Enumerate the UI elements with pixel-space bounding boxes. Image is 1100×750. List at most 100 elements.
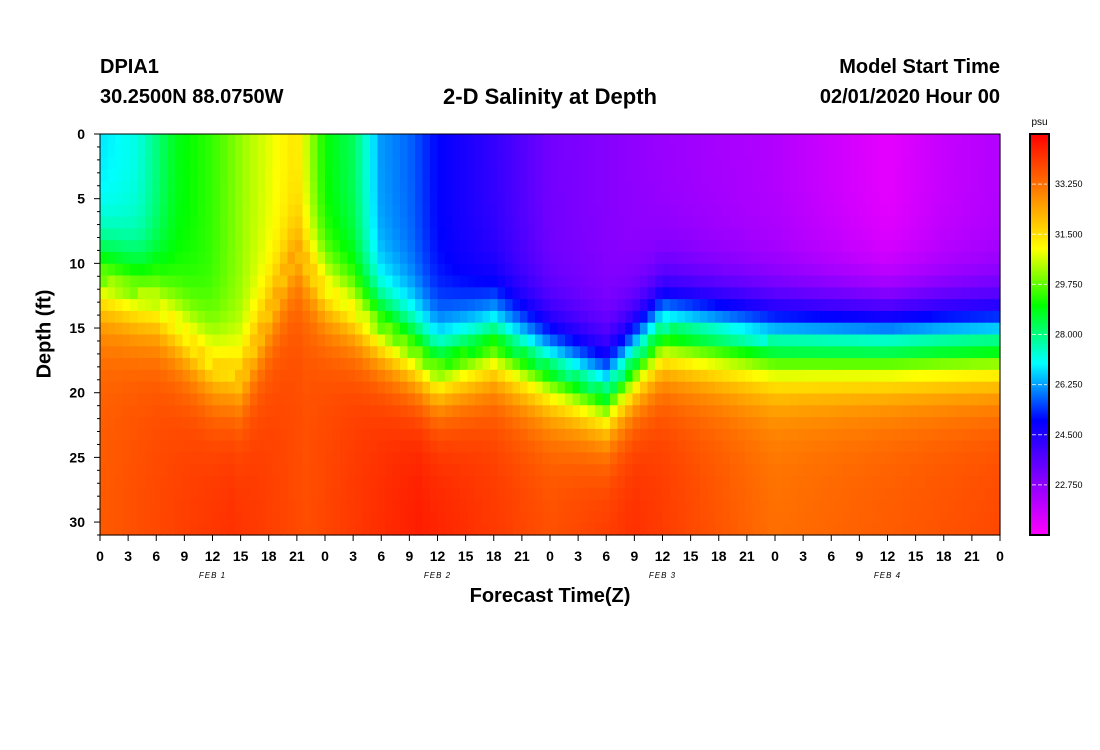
heatmap-cell: [497, 228, 506, 241]
heatmap-cell: [895, 263, 904, 277]
heatmap-cell: [887, 452, 896, 465]
heatmap-cell: [265, 216, 274, 229]
heatmap-cell: [107, 145, 116, 159]
heatmap-cell: [940, 181, 949, 194]
heatmap-cell: [310, 169, 319, 182]
heatmap-cell: [205, 299, 214, 312]
heatmap-cell: [737, 228, 746, 241]
heatmap-cell: [175, 263, 184, 277]
heatmap-cell: [100, 358, 109, 371]
heatmap-cell: [947, 499, 956, 513]
heatmap-cell: [910, 310, 919, 324]
heatmap-cell: [610, 346, 619, 359]
heatmap-cell: [587, 428, 596, 442]
heatmap-cell: [737, 334, 746, 347]
heatmap-cell: [460, 428, 469, 442]
heatmap-cell: [797, 134, 806, 147]
heatmap-cell: [257, 275, 266, 288]
heatmap-cell: [407, 440, 416, 454]
heatmap-cell: [722, 511, 731, 524]
heatmap-cell: [557, 428, 566, 442]
heatmap-cell: [602, 287, 611, 300]
heatmap-cell: [467, 405, 476, 418]
heatmap-cell: [242, 464, 251, 477]
heatmap-cell: [542, 240, 551, 253]
heatmap-cell: [460, 310, 469, 324]
heatmap-cell: [625, 476, 634, 489]
heatmap-cell: [137, 263, 146, 277]
heatmap-cell: [452, 369, 461, 383]
heatmap-cell: [542, 428, 551, 442]
heatmap-cell: [362, 381, 371, 395]
heatmap-cell: [625, 192, 634, 206]
heatmap-cell: [452, 192, 461, 206]
heatmap-cell: [565, 310, 574, 324]
heatmap-cell: [385, 275, 394, 288]
heatmap-cell: [685, 417, 694, 430]
heatmap-cell: [932, 134, 941, 147]
heatmap-cell: [962, 134, 971, 147]
heatmap-cell: [355, 417, 364, 430]
heatmap-cell: [692, 299, 701, 312]
heatmap-cell: [857, 240, 866, 253]
heatmap-cell: [865, 251, 874, 265]
heatmap-cell: [392, 405, 401, 418]
heatmap-cell: [550, 476, 559, 489]
heatmap-cell: [152, 464, 161, 477]
heatmap-cell: [917, 181, 926, 194]
heatmap-cell: [662, 169, 671, 182]
heatmap-cell: [812, 440, 821, 454]
heatmap-cell: [910, 381, 919, 395]
heatmap-cell: [550, 358, 559, 371]
heatmap-cell: [610, 216, 619, 229]
heatmap-cell: [130, 299, 139, 312]
heatmap-cell: [872, 487, 881, 501]
heatmap-cell: [497, 511, 506, 524]
heatmap-cell: [760, 169, 769, 182]
heatmap-cell: [152, 393, 161, 406]
heatmap-cell: [872, 440, 881, 454]
heatmap-cell: [902, 476, 911, 489]
heatmap-cell: [340, 322, 349, 336]
heatmap-cell: [572, 487, 581, 501]
heatmap-cell: [640, 417, 649, 430]
heatmap-cell: [137, 287, 146, 300]
heatmap-cell: [407, 287, 416, 300]
heatmap-cell: [962, 310, 971, 324]
heatmap-cell: [640, 511, 649, 524]
heatmap-cell: [955, 523, 964, 536]
heatmap-cell: [602, 216, 611, 229]
heatmap-cell: [970, 487, 979, 501]
heatmap-cell: [910, 369, 919, 383]
heatmap-cell: [775, 310, 784, 324]
heatmap-cell: [482, 511, 491, 524]
heatmap-cell: [797, 511, 806, 524]
heatmap-cell: [220, 523, 229, 536]
heatmap-cell: [820, 169, 829, 182]
heatmap-cell: [137, 134, 146, 147]
heatmap-cell: [842, 192, 851, 206]
heatmap-cell: [445, 428, 454, 442]
heatmap-cell: [797, 181, 806, 194]
heatmap-cell: [107, 192, 116, 206]
heatmap-cell: [535, 216, 544, 229]
heatmap-cell: [467, 204, 476, 218]
heatmap-cell: [422, 192, 431, 206]
heatmap-cell: [347, 228, 356, 241]
heatmap-cell: [722, 428, 731, 442]
heatmap-cell: [595, 393, 604, 406]
heatmap-cell: [145, 204, 154, 218]
heatmap-cell: [490, 499, 499, 513]
heatmap-cell: [737, 251, 746, 265]
heatmap-cell: [295, 287, 304, 300]
heatmap-cell: [745, 369, 754, 383]
heatmap-cell: [805, 134, 814, 147]
heatmap-cell: [227, 169, 236, 182]
heatmap-cell: [182, 334, 191, 347]
heatmap-cell: [955, 275, 964, 288]
heatmap-cell: [812, 523, 821, 536]
heatmap-cell: [565, 417, 574, 430]
heatmap-cell: [512, 287, 521, 300]
heatmap-cell: [572, 440, 581, 454]
heatmap-cell: [512, 216, 521, 229]
